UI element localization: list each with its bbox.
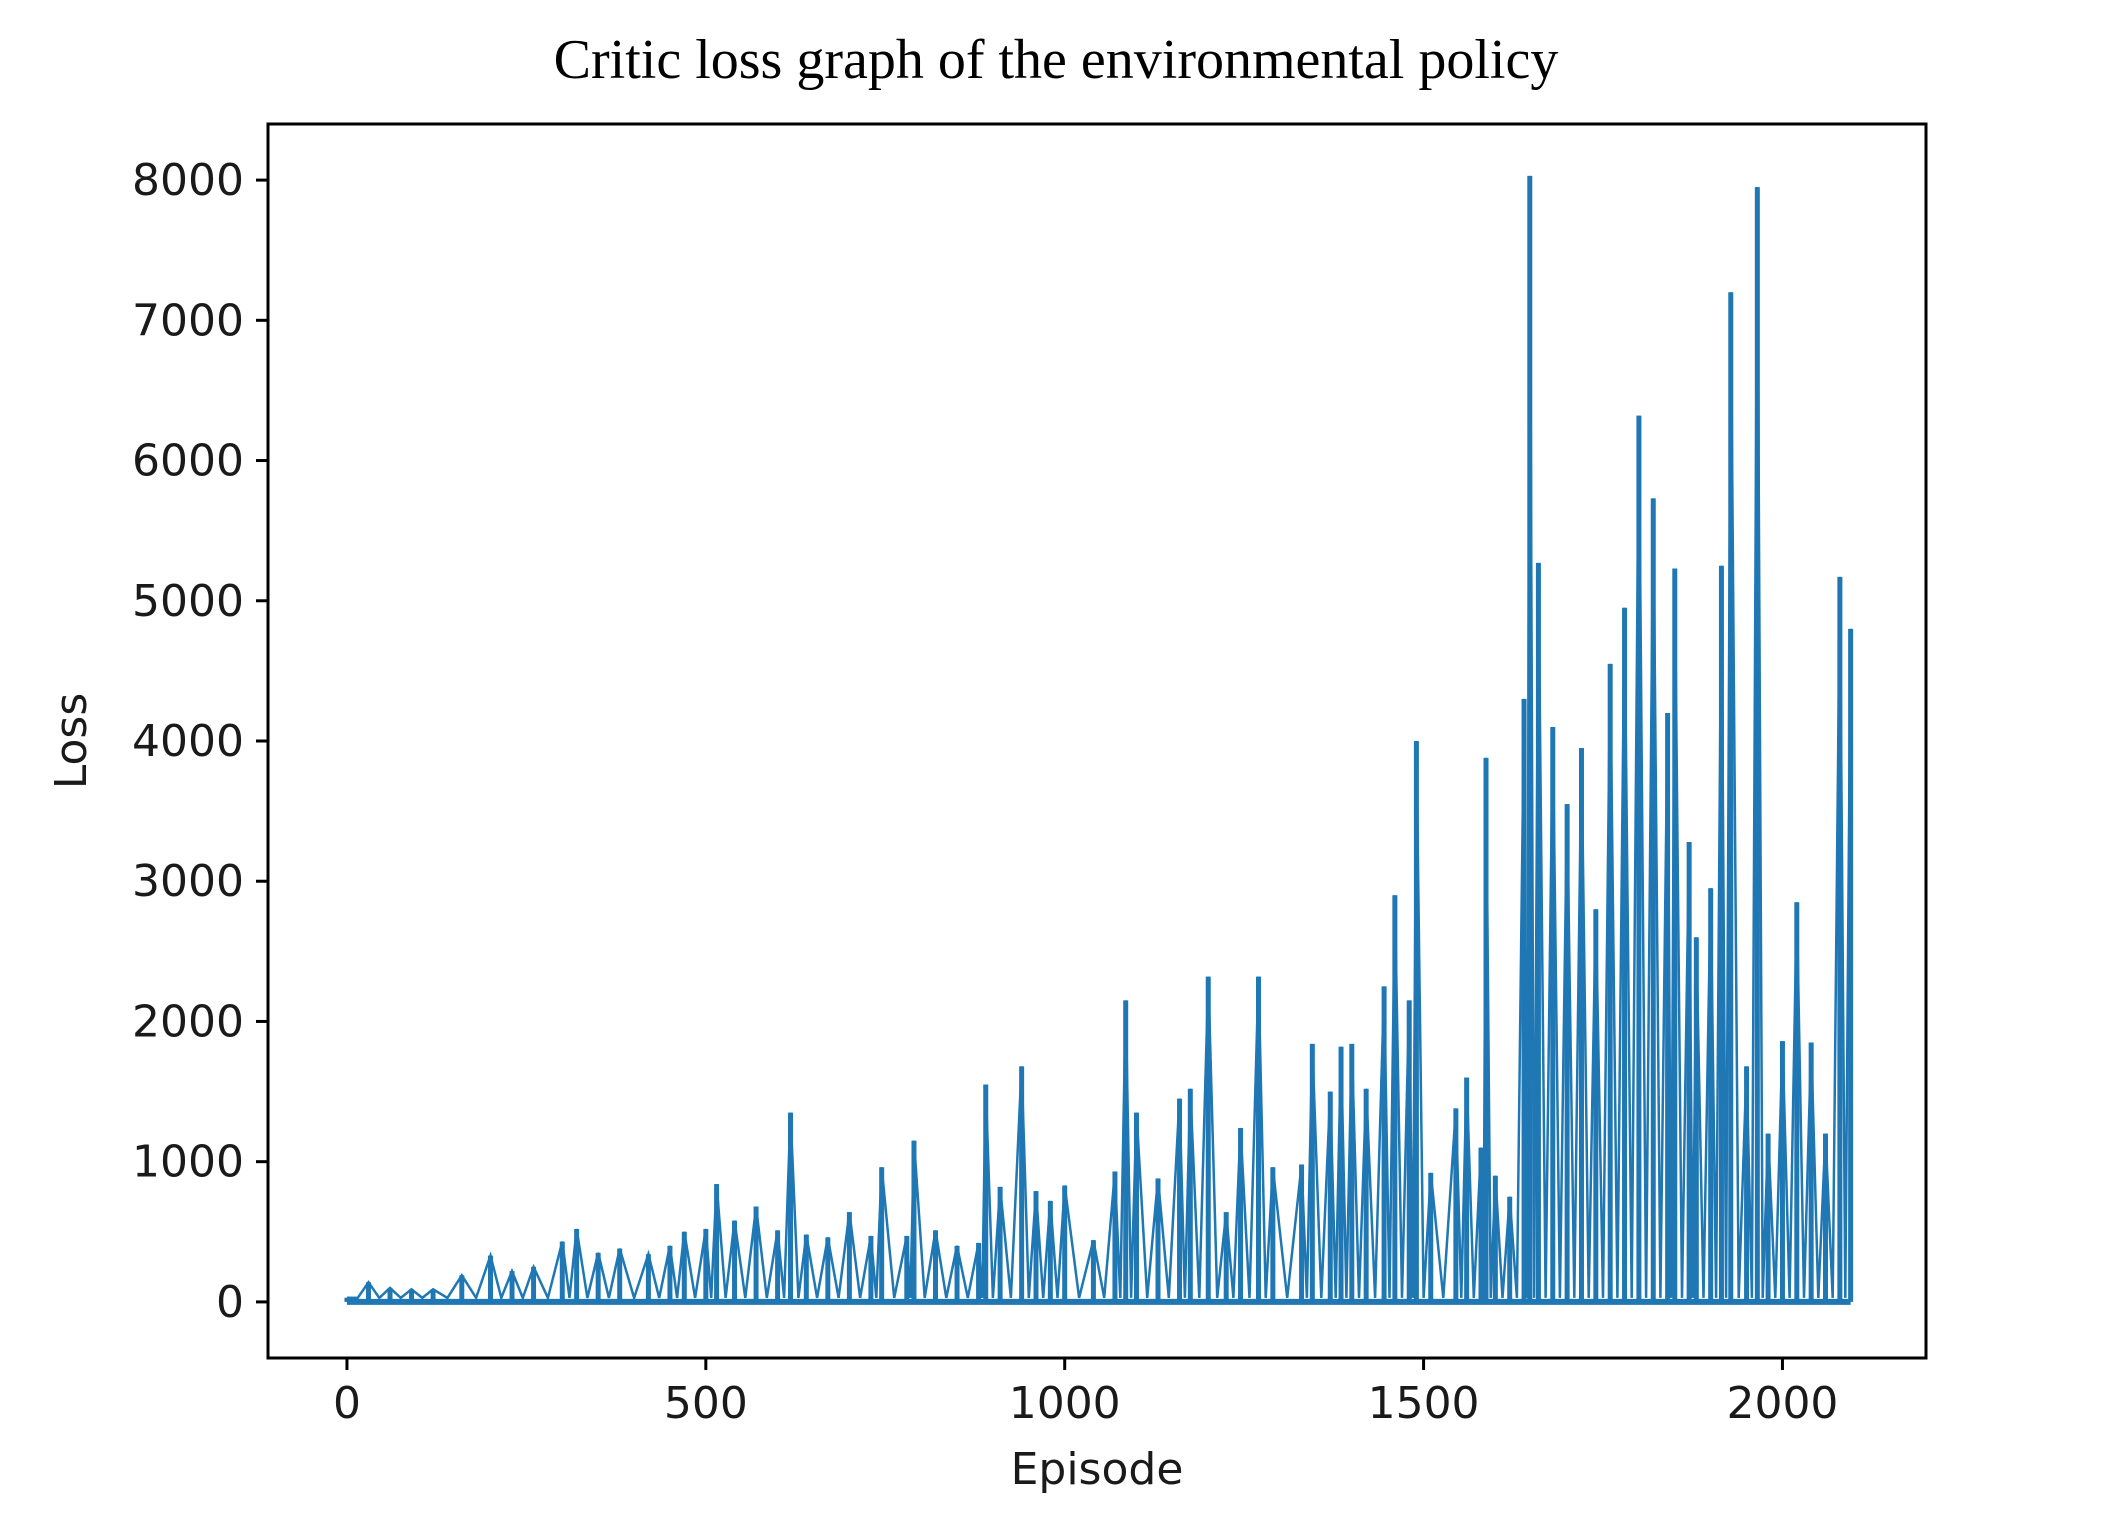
series-line [346, 175, 1852, 1303]
y-tick-label: 8000 [132, 155, 244, 206]
y-tick-label: 3000 [132, 856, 244, 907]
y-tick-label: 4000 [132, 716, 244, 767]
y-tick-label: 5000 [132, 576, 244, 627]
x-tick-label: 2000 [1726, 1378, 1838, 1429]
series-layer [344, 175, 1854, 1305]
y-tick-label: 1000 [132, 1137, 244, 1188]
y-tick-label: 2000 [132, 996, 244, 1047]
x-axis-label: Episode [1011, 1444, 1184, 1495]
x-tick-label: 1500 [1368, 1378, 1480, 1429]
y-tick-label: 0 [216, 1277, 244, 1328]
y-axis-label: Loss [46, 693, 97, 790]
x-tick-label: 500 [664, 1378, 748, 1429]
x-tick-label: 1000 [1009, 1378, 1121, 1429]
y-axis: 0 1000 2000 3000 4000 5000 6000 7000 8000 [132, 155, 268, 1328]
x-tick-label: 0 [333, 1378, 361, 1429]
x-axis: 0 500 1000 1500 2000 [333, 1358, 1838, 1429]
chart-title: Critic loss graph of the environmental p… [553, 29, 1559, 91]
y-tick-label: 7000 [132, 295, 244, 346]
y-tick-label: 6000 [132, 436, 244, 487]
